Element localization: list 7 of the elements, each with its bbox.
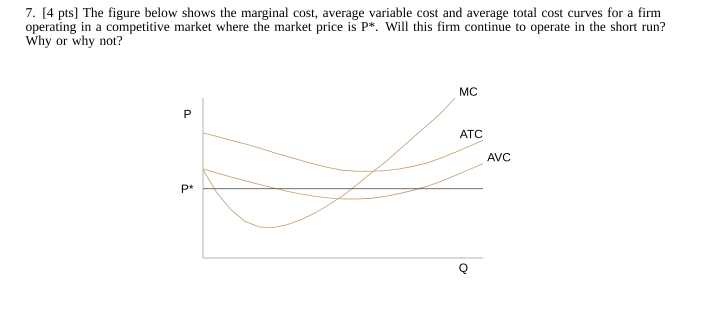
ref-line-label: P* [182, 184, 194, 193]
series-label: MC [460, 87, 478, 96]
x-axis-title: Q [459, 264, 468, 274]
chart-title: 7. [4 pts] The figure below shows the marginal cost, average variable cost and average total cost curves for a firm operating in a competitive market where the market price is P*. Will this firm continue to operate in the short run? Why or why not? [26, 8, 666, 48]
y-axis-title: P [184, 110, 191, 118]
series-label: AVC [487, 152, 510, 162]
series-label: ATC [460, 130, 482, 138]
